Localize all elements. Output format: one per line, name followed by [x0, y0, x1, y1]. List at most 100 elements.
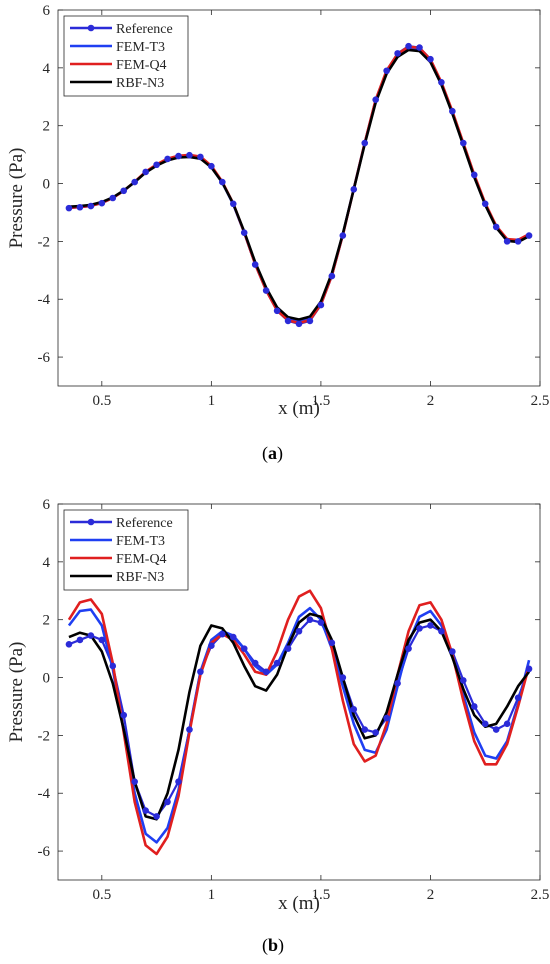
reference-point [186, 151, 193, 159]
reference-point [306, 616, 314, 623]
x-tick-label: 1 [208, 887, 216, 903]
x-tick-label: 2.5 [531, 393, 550, 409]
reference-point [306, 317, 314, 325]
series-line-reference [68, 618, 531, 818]
caption-a: (a) [262, 443, 283, 463]
reference-point [460, 139, 467, 147]
y-tick-label: 0 [43, 177, 51, 193]
caption-b-letter: b [268, 935, 279, 955]
x-tick-label: 2.5 [531, 887, 550, 903]
reference-point [229, 200, 237, 208]
x-tick-label: 1.5 [312, 887, 331, 903]
reference-point [394, 680, 401, 687]
y-axis-label: Pressure (Pa) [6, 148, 27, 249]
reference-point [470, 703, 478, 710]
y-tick-label: -6 [38, 350, 51, 366]
legend-label: RBF-N3 [116, 570, 164, 585]
x-axis-label: x (m) [278, 893, 320, 914]
reference-point [405, 645, 412, 652]
reference-point [372, 729, 379, 736]
plot-frame [57, 503, 541, 881]
series-line-fem-t3 [67, 606, 531, 844]
reference-point [229, 633, 237, 641]
reference-point [427, 622, 434, 629]
reference-point [438, 627, 445, 635]
y-tick-label: 0 [43, 671, 51, 687]
series-line-rbf-n3 [68, 612, 531, 821]
reference-point [328, 639, 336, 647]
reference-point [175, 152, 182, 160]
reference-point [470, 171, 478, 179]
reference-point [525, 665, 533, 673]
reference-point [131, 778, 138, 785]
reference-point [65, 204, 73, 212]
x-tick-label: 2 [427, 887, 435, 903]
reference-point [317, 301, 325, 309]
reference-point [164, 155, 171, 163]
reference-point [131, 178, 138, 186]
x-tick-label: 1.5 [312, 393, 331, 409]
reference-point [328, 272, 336, 280]
reference-point [372, 96, 379, 103]
reference-point [208, 642, 215, 650]
legend-label: FEM-T3 [116, 534, 165, 549]
legend-label: Reference [116, 516, 173, 531]
reference-point [503, 720, 511, 728]
reference-point [361, 139, 369, 147]
reference-point [197, 668, 204, 676]
reference-point [438, 79, 445, 86]
reference-point [219, 630, 226, 638]
reference-point [284, 317, 292, 325]
reference-point [87, 632, 95, 639]
reference-point [219, 178, 226, 186]
reference-point [514, 238, 522, 245]
reference-point [142, 168, 149, 176]
reference-point [317, 619, 325, 626]
x-axis-label: x (m) [278, 398, 320, 419]
reference-point [208, 162, 215, 170]
legend-label: FEM-Q4 [116, 552, 167, 567]
reference-point [76, 636, 84, 644]
y-tick-label: 6 [43, 3, 51, 19]
reference-point [449, 648, 456, 655]
reference-point [186, 726, 193, 733]
y-tick-label: 4 [43, 555, 51, 571]
reference-point [295, 627, 303, 635]
x-tick-label: 0.5 [92, 887, 111, 903]
reference-point [262, 287, 270, 294]
reference-point [240, 229, 248, 237]
y-tick-label: 2 [43, 119, 51, 135]
reference-point [481, 200, 489, 208]
y-tick-label: -6 [38, 844, 51, 860]
reference-point [120, 711, 128, 719]
reference-point [284, 645, 292, 652]
reference-point [65, 640, 73, 648]
chart-b: 0.5 1 1.5 2 2.5 -6 -4 -2 0 2 4 6 x (m) Pressure (Pa) R… [6, 497, 549, 914]
reference-point [460, 677, 467, 684]
reference-point [427, 55, 434, 63]
y-tick-label: -4 [38, 786, 51, 802]
x-tick-label: 2 [427, 393, 435, 409]
reference-point [175, 778, 182, 785]
legend-marker [87, 518, 95, 526]
reference-point [240, 645, 248, 652]
y-tick-label: -4 [38, 292, 51, 308]
reference-point [76, 203, 84, 211]
reference-point [492, 726, 500, 733]
reference-point [251, 261, 259, 268]
reference-point [164, 798, 171, 806]
reference-point [109, 662, 117, 670]
legend-label: RBF-N3 [116, 76, 164, 91]
legend-label: FEM-Q4 [116, 58, 167, 73]
reference-point [109, 194, 117, 202]
y-tick-label: -2 [38, 728, 51, 744]
reference-point [383, 714, 390, 722]
x-tick-label: 1 [208, 393, 216, 409]
y-tick-label: 2 [43, 613, 51, 629]
caption-a-letter: a [268, 443, 277, 463]
legend-label: FEM-T3 [116, 40, 165, 55]
y-axis-label: Pressure (Pa) [6, 642, 27, 743]
x-tick-label: 0.5 [92, 393, 111, 409]
reference-point [449, 107, 456, 115]
